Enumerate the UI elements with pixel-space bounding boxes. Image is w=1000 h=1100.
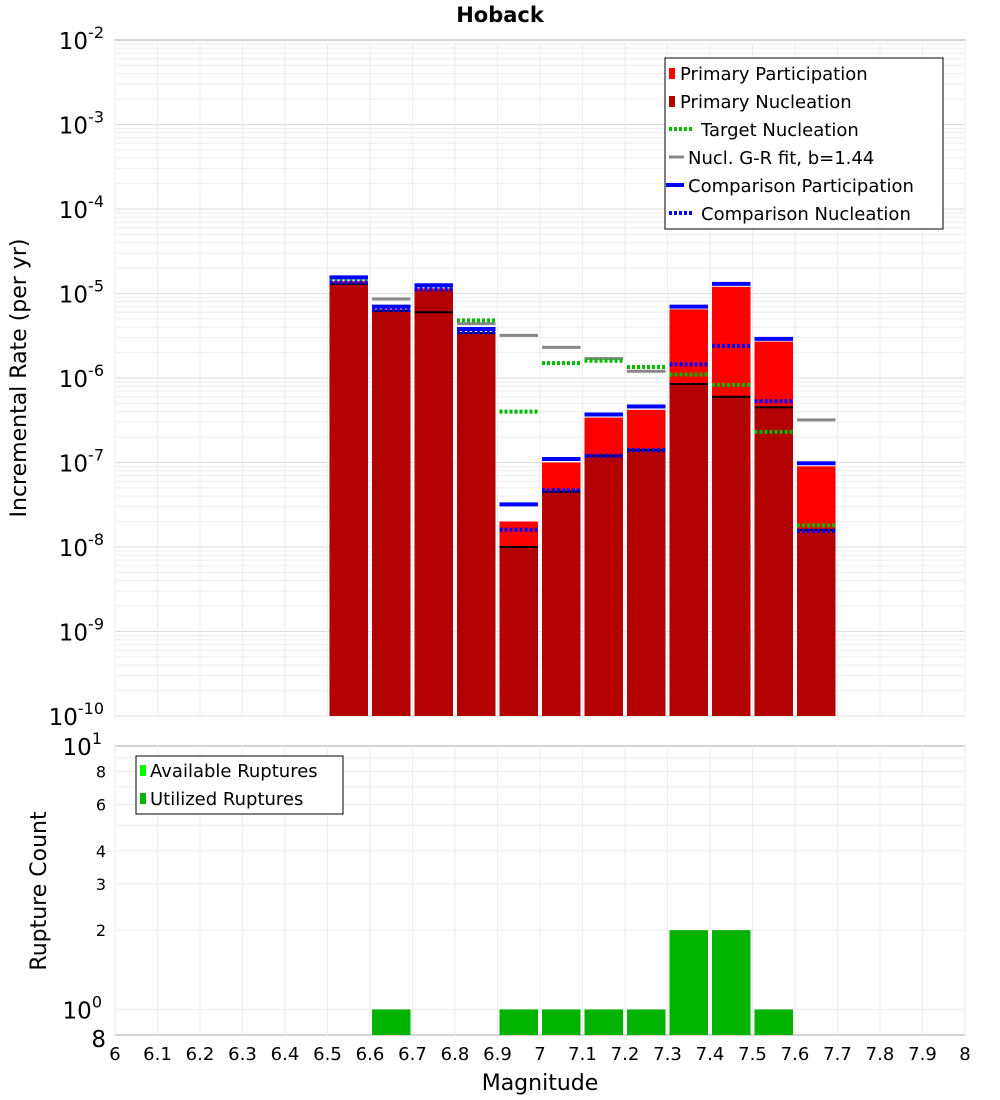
- bottom-y-ticks: 101 8 6 4 3 2 100 8: [63, 729, 106, 1053]
- x-tick-label: 7.7: [823, 1044, 852, 1065]
- x-tick-label: 6: [109, 1044, 120, 1065]
- x-tick-label: 6.1: [143, 1044, 172, 1065]
- top-y-tick-label: 10-5: [59, 277, 104, 309]
- nucleation-bar: [712, 396, 751, 716]
- top-y-tick-label: 10-6: [59, 361, 104, 393]
- utilized-ruptures-bar: [712, 930, 751, 1035]
- nucleation-bar: [797, 529, 836, 716]
- utilized-ruptures-bar: [669, 930, 708, 1035]
- top-legend: Primary Participation Primary Nucleation…: [664, 57, 944, 230]
- x-tick-label: 7.3: [653, 1044, 682, 1065]
- top-y-tick-label: 10-8: [59, 530, 104, 562]
- top-lines: [329, 275, 836, 548]
- legend-swatch-primary-nucleation: [669, 96, 675, 107]
- top-y-tick-label: 10-7: [59, 446, 104, 478]
- x-tick-label: 7.5: [738, 1044, 767, 1065]
- chart-title: Hoback: [456, 3, 545, 27]
- utilized-ruptures-bar: [372, 1009, 411, 1035]
- x-tick-label: 7.8: [866, 1044, 895, 1065]
- utilized-ruptures-bar: [754, 1009, 793, 1035]
- bottom-y-tick-label: 101: [63, 729, 102, 761]
- nucleation-bar: [329, 283, 368, 716]
- legend-swatch-primary-participation: [669, 68, 675, 79]
- x-tick-label: 6.3: [228, 1044, 257, 1065]
- x-tick-label: 6.4: [271, 1044, 300, 1065]
- nucleation-bar: [457, 333, 496, 716]
- x-tick-label: 8: [959, 1044, 970, 1065]
- x-tick-label: 6.2: [186, 1044, 215, 1065]
- x-axis-label: Magnitude: [482, 1071, 599, 1096]
- x-tick-label: 7.2: [611, 1044, 640, 1065]
- x-tick-label: 7.4: [696, 1044, 725, 1065]
- x-tick-label: 6.9: [483, 1044, 512, 1065]
- nucleation-bar: [584, 455, 623, 716]
- x-tick-label: 6.6: [356, 1044, 385, 1065]
- top-y-ticks: 10-2 10-3 10-4 10-5 10-6 10-7 10-8 10-9 10-10: [49, 23, 104, 731]
- legend-label-primary-nucleation: Primary Nucleation: [680, 92, 852, 113]
- top-y-tick-label: 10-10: [49, 699, 104, 731]
- top-y-tick-label: 10-3: [59, 108, 104, 140]
- bottom-y-tick-label: 6: [96, 795, 106, 814]
- x-tick-label: 6.8: [441, 1044, 470, 1065]
- legend-swatch-utilized-ruptures: [140, 793, 146, 804]
- x-tick-label: 7.1: [568, 1044, 597, 1065]
- utilized-ruptures-bar: [627, 1009, 666, 1035]
- x-tick-label: 7: [534, 1044, 545, 1065]
- bottom-x-ticks: 6 6.1 6.2 6.3 6.4 6.5 6.6 6.7 6.8 6.9 7 7.1 7.2 7.3 7.…: [109, 1044, 970, 1065]
- top-y-tick-label: 10-9: [59, 615, 104, 647]
- bottom-bars: [372, 930, 793, 1035]
- legend-label-comparison-nucleation: Comparison Nucleation: [701, 204, 911, 225]
- bottom-y-tick-label: 2: [96, 921, 106, 940]
- x-tick-label: 7.9: [908, 1044, 937, 1065]
- bottom-y-axis-label: Rupture Count: [27, 811, 52, 971]
- utilized-ruptures-bar: [499, 1009, 538, 1035]
- bottom-y-tick-label: 8: [96, 763, 106, 782]
- legend-label-available-ruptures: Available Ruptures: [150, 761, 318, 782]
- nucleation-bar: [372, 311, 411, 716]
- utilized-ruptures-bar: [584, 1009, 623, 1035]
- nucleation-bar: [499, 547, 538, 716]
- bottom-grid: [114, 746, 966, 1035]
- bottom-legend: Available Ruptures Utilized Ruptures: [135, 755, 344, 815]
- nucleation-bar: [414, 290, 453, 716]
- legend-label-gr-fit: Nucl. G-R fit, b=1.44: [688, 148, 874, 169]
- top-y-tick-label: 10-2: [59, 23, 104, 55]
- bottom-y-tick-label: 4: [96, 842, 106, 861]
- top-y-tick-label: 10-4: [59, 192, 104, 224]
- nucleation-bar: [542, 491, 581, 716]
- legend-label-comparison-participation: Comparison Participation: [688, 176, 914, 197]
- nucleation-bar: [669, 383, 708, 716]
- legend-swatch-available-ruptures: [140, 765, 146, 776]
- legend-label-target-nucleation: Target Nucleation: [700, 120, 859, 141]
- bottom-y-tick-label: 8: [91, 1027, 106, 1053]
- x-tick-label: 6.5: [313, 1044, 342, 1065]
- top-bars: [329, 281, 836, 716]
- x-tick-label: 7.6: [781, 1044, 810, 1065]
- legend-label-primary-participation: Primary Participation: [680, 64, 868, 85]
- bottom-y-tick-label: 100: [63, 992, 102, 1024]
- nucleation-bar: [754, 407, 793, 716]
- legend-label-utilized-ruptures: Utilized Ruptures: [150, 789, 303, 810]
- bottom-y-tick-label: 3: [96, 875, 106, 894]
- utilized-ruptures-bar: [542, 1009, 581, 1035]
- top-y-axis-label: Incremental Rate (per yr): [7, 239, 32, 518]
- x-tick-label: 6.7: [398, 1044, 427, 1065]
- nucleation-bar: [627, 450, 666, 716]
